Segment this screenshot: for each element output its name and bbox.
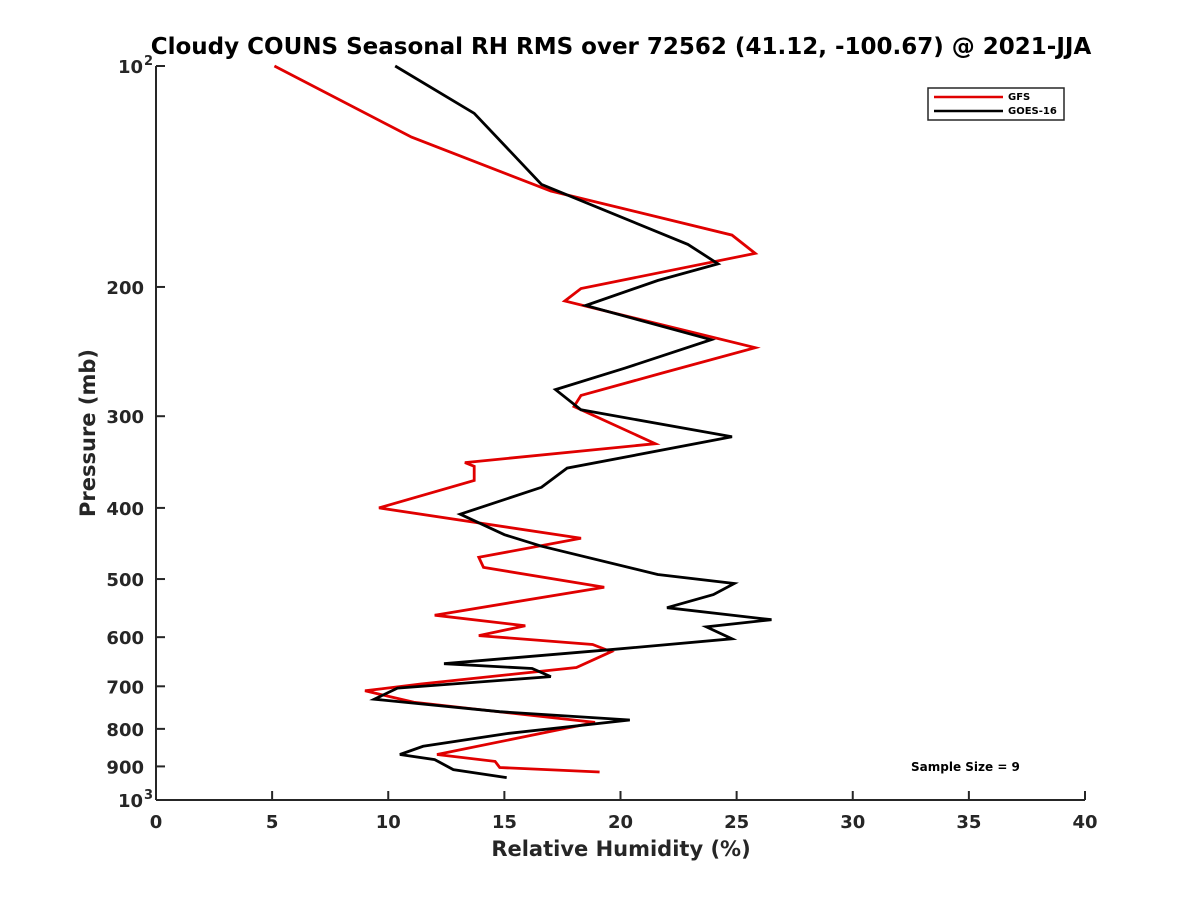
- x-tick-label: 10: [376, 812, 401, 833]
- y-tick-label: 700: [106, 677, 144, 698]
- legend: GFS GOES-16: [927, 87, 1065, 121]
- series-lines: [273, 64, 772, 779]
- x-tick-label: 15: [492, 812, 517, 833]
- chart-title: Cloudy COUNS Seasonal RH RMS over 72562 …: [151, 34, 1092, 60]
- y-tick-label: 800: [106, 720, 144, 741]
- sample-size-annotation: Sample Size = 9: [911, 760, 1020, 774]
- series-line-gfs: [273, 64, 761, 774]
- y-tick-label: 200: [106, 278, 144, 299]
- y-tick-label: 10: [118, 57, 143, 78]
- series-line-goes16: [369, 64, 772, 779]
- y-tick-label: 300: [106, 407, 144, 428]
- x-tick-label: 5: [266, 812, 279, 833]
- y-tick-label: 10: [118, 791, 143, 812]
- y-tick-label: 600: [106, 628, 144, 649]
- y-tick-label: 900: [106, 757, 144, 778]
- y-tick-label: 400: [106, 499, 144, 520]
- x-tick-label: 20: [608, 812, 633, 833]
- legend-label-gfs: GFS: [1008, 92, 1030, 103]
- y-axis-label: Pressure (mb): [76, 349, 100, 517]
- y-tick-exponent: 2: [144, 54, 153, 69]
- legend-label-goes16: GOES-16: [1008, 106, 1057, 117]
- x-axis-label: Relative Humidity (%): [491, 837, 750, 861]
- y-tick-label: 500: [106, 570, 144, 591]
- x-tick-label: 35: [956, 812, 981, 833]
- x-tick-label: 30: [840, 812, 865, 833]
- axes: [155, 66, 1085, 801]
- x-tick-label: 0: [150, 812, 163, 833]
- x-tick-label: 25: [724, 812, 749, 833]
- legend-box: [927, 87, 1065, 121]
- y-tick-exponent: 3: [144, 788, 153, 803]
- x-ticks: 0 5 10 15 20 25 30 35 40: [150, 791, 1098, 833]
- x-tick-label: 40: [1072, 812, 1097, 833]
